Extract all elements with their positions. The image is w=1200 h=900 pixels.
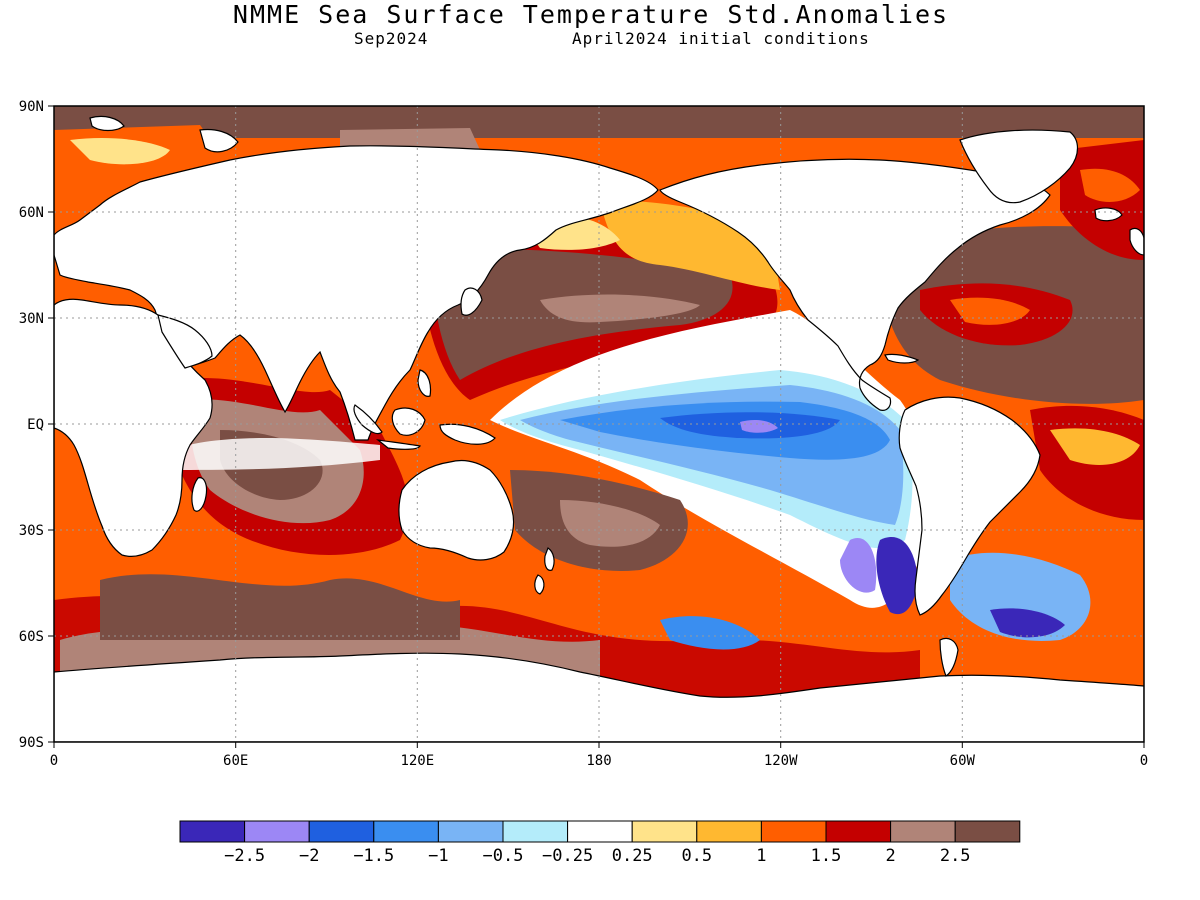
land-iceland <box>1094 207 1123 222</box>
north-pacific-tan <box>540 294 700 323</box>
land-japan <box>460 287 483 316</box>
land-antarctic-peninsula <box>939 637 959 677</box>
land-philippines <box>417 369 432 397</box>
lon-label: 120W <box>764 753 798 769</box>
legend-label: −0.5 <box>483 846 524 866</box>
land-new-guinea <box>439 423 496 445</box>
legend-swatch <box>696 820 762 843</box>
legend-label: 0.25 <box>612 846 653 866</box>
color-legend: −2.5 −2 −1.5 −1 −0.5 −0.25 0.25 0.5 1 1.5 2 2.5 <box>179 820 1021 866</box>
legend-label: −0.25 <box>542 846 593 866</box>
legend-swatch <box>825 820 892 843</box>
southern-brown-patch <box>100 574 460 640</box>
graticule <box>54 106 1144 742</box>
lat-label: 60S <box>19 629 44 645</box>
land-new-zealand <box>544 547 555 571</box>
legend-label: 1.5 <box>811 846 842 866</box>
chile-lavender <box>840 538 877 593</box>
land-madagascar <box>191 477 208 512</box>
land-cuba <box>884 353 920 364</box>
forecast-month: Sep2024 <box>354 29 429 48</box>
pacific-lavender-core <box>740 420 778 433</box>
lat-label: 30S <box>19 523 44 539</box>
legend-swatch <box>437 820 504 843</box>
legend-swatch <box>890 820 956 843</box>
lon-labels: 0 60E 120E 180 120W 60W 0 <box>50 753 1148 769</box>
lat-label: 60N <box>19 205 44 221</box>
lat-labels: 90N 60N 30N EQ 30S 60S 90S <box>19 99 44 751</box>
chile-purple <box>876 536 918 615</box>
lat-label: 90S <box>19 735 44 751</box>
nordic-orange <box>1080 168 1140 202</box>
legend-label: 1 <box>756 846 766 866</box>
lat-label: 30N <box>19 311 44 327</box>
lon-label: 60W <box>950 753 976 769</box>
lon-label: 0 <box>1140 753 1148 769</box>
legend-label: −2 <box>299 846 319 866</box>
lat-label: EQ <box>27 417 44 433</box>
legend-swatch <box>954 820 1021 843</box>
legend-label: −1.5 <box>353 846 394 866</box>
land-south-america <box>898 396 1041 616</box>
legend-swatch <box>567 820 633 843</box>
land-svalbard <box>89 115 125 132</box>
south-pacific-tan <box>560 500 660 547</box>
legend-swatch <box>179 820 246 843</box>
lat-label: 90N <box>19 99 44 115</box>
land-borneo <box>391 407 426 436</box>
barents-yellow <box>70 138 170 165</box>
land-africa <box>54 298 213 557</box>
legend-swatch <box>244 820 310 843</box>
legend-swatch <box>760 820 827 843</box>
lon-label: 0 <box>50 753 58 769</box>
legend-label: 2 <box>885 846 895 866</box>
land-antarctica <box>54 652 1144 742</box>
tropical-atlantic-orange <box>1050 428 1140 465</box>
lon-label: 60E <box>223 753 248 769</box>
legend-label: −2.5 <box>224 846 265 866</box>
initial-conditions: April2024 initial conditions <box>572 29 870 48</box>
axis-ticks <box>48 105 1145 748</box>
legend-swatch <box>502 820 569 843</box>
legend-swatch <box>631 820 698 843</box>
land-novaya-zemlya <box>199 128 239 153</box>
land-layer <box>54 115 1144 742</box>
legend-label: 2.5 <box>940 846 971 866</box>
land-australia <box>398 459 515 561</box>
legend-swatch <box>308 820 375 843</box>
legend-label: −1 <box>428 846 448 866</box>
land-nz-south <box>534 574 545 595</box>
lon-label: 120E <box>400 753 434 769</box>
indian-eq-white <box>170 438 380 470</box>
land-uk <box>1129 227 1144 256</box>
legend-swatch <box>373 820 439 843</box>
lon-label: 180 <box>586 753 611 769</box>
south-atlantic-purple <box>990 608 1065 638</box>
map-title: NMME Sea Surface Temperature Std.Anomali… <box>232 0 950 29</box>
southern-pacific-blue <box>660 616 760 650</box>
arctic-band <box>54 106 1144 138</box>
land-arabia <box>157 314 213 369</box>
land-java <box>375 439 421 450</box>
land-sumatra <box>353 404 383 435</box>
land-greenland <box>959 129 1079 204</box>
legend-label: 0.5 <box>681 846 712 866</box>
